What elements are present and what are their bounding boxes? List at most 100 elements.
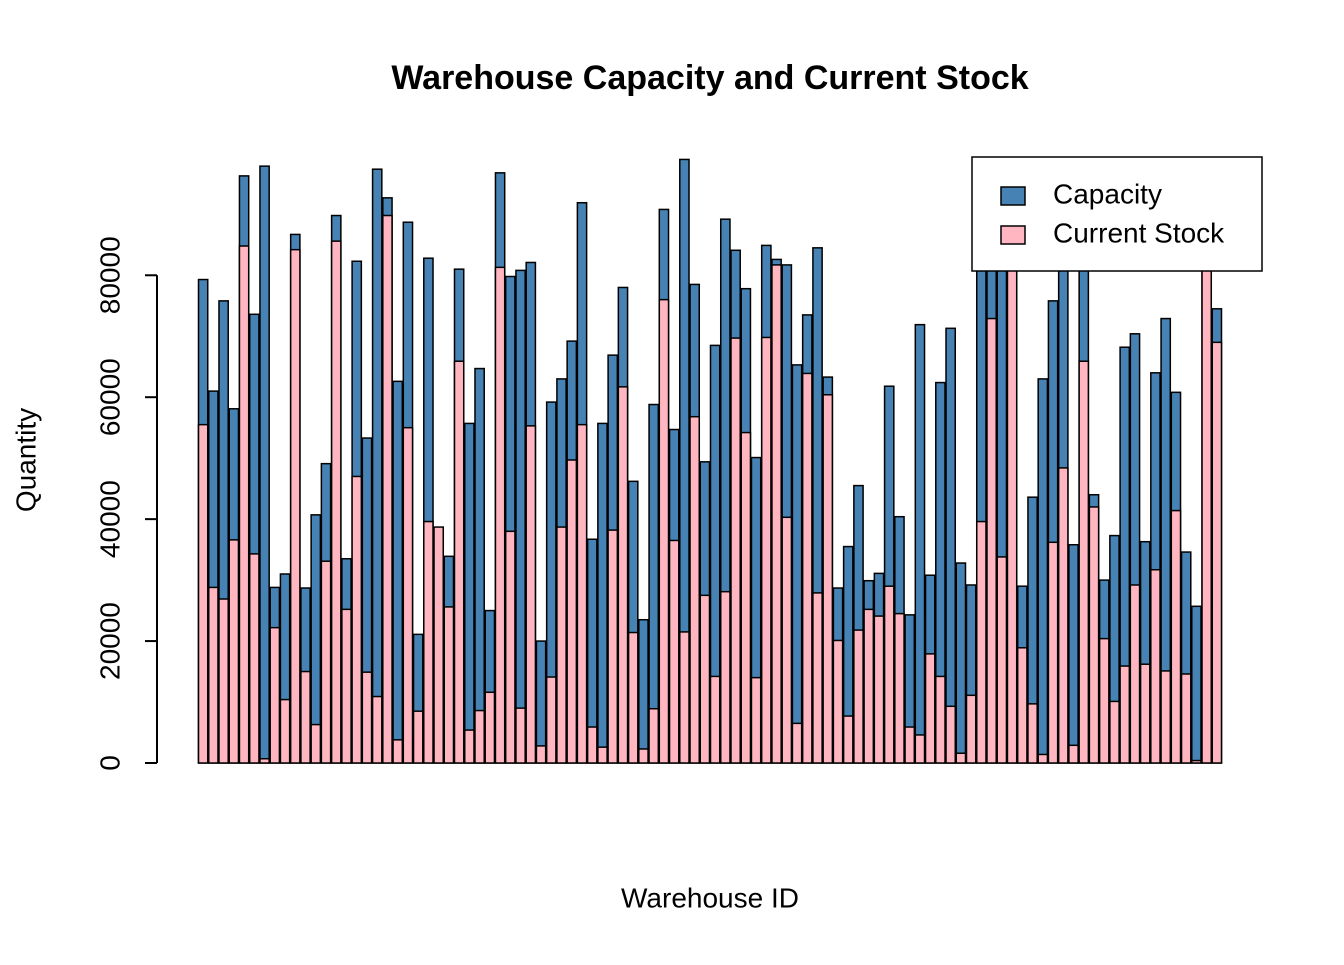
bar	[1180, 673, 1192, 764]
bar	[597, 746, 608, 764]
bar	[218, 598, 229, 764]
bar	[453, 360, 465, 764]
bar	[668, 539, 680, 764]
bar	[1139, 663, 1151, 764]
bar	[873, 615, 885, 764]
bar	[1098, 637, 1110, 764]
bar	[638, 618, 649, 764]
bar	[1150, 568, 1161, 764]
bar	[504, 530, 516, 764]
bar	[1119, 665, 1131, 764]
bar	[730, 337, 741, 764]
bar	[597, 422, 608, 764]
bar	[607, 529, 619, 764]
bar	[382, 214, 393, 764]
bar	[1047, 541, 1059, 764]
bar	[914, 323, 926, 764]
bar	[1109, 700, 1120, 764]
bar	[1191, 605, 1202, 764]
y-axis: 0 20000 40000 60000 80000	[94, 236, 158, 771]
bar	[1160, 670, 1172, 764]
bar	[300, 670, 311, 764]
bar	[1088, 506, 1100, 764]
bar	[781, 516, 793, 764]
bar	[228, 539, 240, 764]
bar	[965, 694, 977, 764]
bar	[801, 372, 813, 764]
bar	[1068, 744, 1079, 764]
bar	[750, 676, 762, 764]
bar	[248, 553, 260, 764]
bar	[986, 317, 997, 764]
bar	[1211, 341, 1223, 764]
bar	[259, 757, 270, 764]
bar	[658, 298, 670, 764]
bar	[412, 710, 424, 764]
bar	[945, 705, 957, 764]
bar	[791, 722, 803, 764]
legend-label: Capacity	[1053, 178, 1162, 209]
bars	[197, 158, 1223, 764]
chart-title: Warehouse Capacity and Current Stock	[391, 59, 1028, 97]
bar	[771, 264, 782, 764]
bar	[740, 431, 752, 764]
bar	[791, 364, 803, 764]
bar	[719, 590, 731, 764]
bar	[371, 168, 383, 764]
bar	[269, 626, 281, 764]
bar	[392, 739, 404, 764]
bar	[474, 709, 485, 764]
bar	[883, 585, 895, 764]
bar	[894, 612, 905, 764]
x-axis-label: Warehouse ID	[621, 882, 799, 913]
bar	[371, 695, 383, 764]
y-tick-label: 60000	[94, 358, 125, 436]
bar	[924, 653, 936, 764]
bar	[535, 745, 547, 764]
bar	[197, 423, 209, 764]
bar	[515, 707, 526, 764]
bar	[1191, 759, 1202, 764]
legend-swatch	[1000, 225, 1026, 245]
y-tick-label: 0	[94, 755, 125, 771]
bar	[699, 594, 711, 764]
bar	[474, 367, 485, 764]
bar	[341, 608, 352, 764]
bar	[1027, 703, 1038, 764]
bar	[566, 459, 578, 764]
bar	[1037, 753, 1049, 764]
bar	[484, 691, 496, 764]
bar	[812, 592, 823, 764]
bar	[853, 629, 864, 764]
bar	[945, 327, 957, 764]
legend-box	[971, 156, 1263, 272]
bar	[279, 698, 291, 764]
bar	[627, 631, 639, 764]
bar	[935, 675, 946, 764]
bar	[638, 748, 649, 764]
bar	[996, 556, 1008, 764]
bar	[679, 631, 690, 764]
bar	[433, 526, 445, 764]
bar	[709, 675, 721, 764]
bar	[1078, 360, 1090, 764]
bar	[289, 248, 301, 764]
bar	[586, 726, 598, 764]
bar	[463, 729, 475, 764]
bar	[207, 586, 219, 764]
bar	[576, 423, 588, 764]
bar	[1201, 225, 1213, 764]
bar	[310, 723, 322, 764]
bar	[648, 707, 660, 764]
bar	[392, 380, 404, 764]
bar	[494, 266, 506, 764]
bar	[1129, 584, 1141, 764]
bar	[463, 422, 475, 764]
bar	[556, 526, 567, 764]
bar	[1057, 467, 1069, 764]
y-tick-label: 40000	[94, 480, 125, 558]
y-axis-label: Quantity	[10, 408, 41, 512]
bar	[443, 606, 455, 764]
legend: Capacity Current Stock	[971, 156, 1263, 272]
